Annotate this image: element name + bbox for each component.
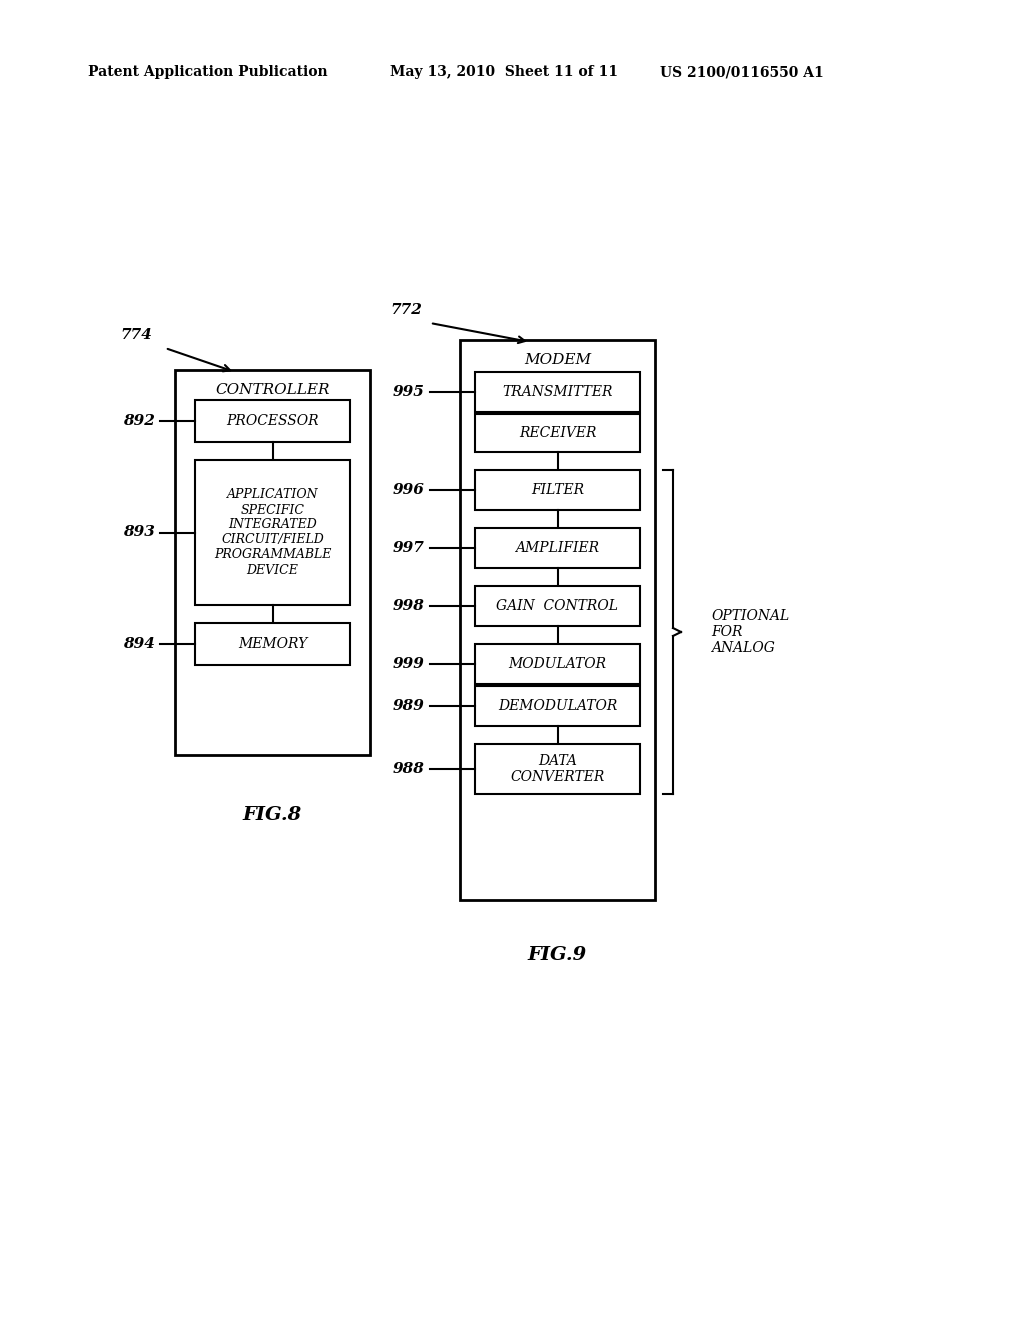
Text: May 13, 2010  Sheet 11 of 11: May 13, 2010 Sheet 11 of 11 [390,65,618,79]
Text: CONTROLLER: CONTROLLER [215,383,330,397]
Bar [195,623,350,665]
Bar [475,470,640,510]
Text: 774: 774 [120,327,152,342]
Text: 996: 996 [393,483,425,498]
Text: 998: 998 [393,599,425,612]
Text: MEMORY: MEMORY [238,638,307,651]
Text: FILTER: FILTER [530,483,584,498]
Text: DEMODULATOR: DEMODULATOR [498,700,617,713]
Text: RECEIVER: RECEIVER [519,426,596,440]
Bar [195,459,350,605]
Bar [475,644,640,684]
Bar [475,586,640,626]
Bar [175,370,370,755]
Text: 999: 999 [393,657,425,671]
Text: AMPLIFIER: AMPLIFIER [515,541,600,554]
Text: OPTIONAL
FOR
ANALOG: OPTIONAL FOR ANALOG [711,609,790,655]
Text: Patent Application Publication: Patent Application Publication [88,65,328,79]
Text: TRANSMITTER: TRANSMITTER [502,385,612,399]
Text: 892: 892 [123,414,155,428]
Text: 894: 894 [123,638,155,651]
Text: GAIN  CONTROL: GAIN CONTROL [497,599,618,612]
Bar [195,400,350,442]
Text: 988: 988 [393,762,425,776]
Text: US 2100/0116550 A1: US 2100/0116550 A1 [660,65,823,79]
Text: 989: 989 [393,700,425,713]
Text: 893: 893 [123,525,155,540]
Text: 997: 997 [393,541,425,554]
Bar [475,528,640,568]
Text: 772: 772 [390,304,422,317]
Bar [475,686,640,726]
Text: FIG.9: FIG.9 [528,946,587,964]
Bar [475,372,640,412]
Bar [475,744,640,795]
Text: MODULATOR: MODULATOR [509,657,606,671]
Text: PROCESSOR: PROCESSOR [226,414,318,428]
Text: MODEM: MODEM [524,352,591,367]
Bar [475,414,640,451]
Text: 995: 995 [393,385,425,399]
Text: FIG.8: FIG.8 [243,807,302,824]
Text: DATA
CONVERTER: DATA CONVERTER [510,754,605,784]
Bar [460,341,655,900]
Text: APPLICATION
SPECIFIC
INTEGRATED
CIRCUIT/FIELD
PROGRAMMABLE
DEVICE: APPLICATION SPECIFIC INTEGRATED CIRCUIT/… [214,488,331,577]
